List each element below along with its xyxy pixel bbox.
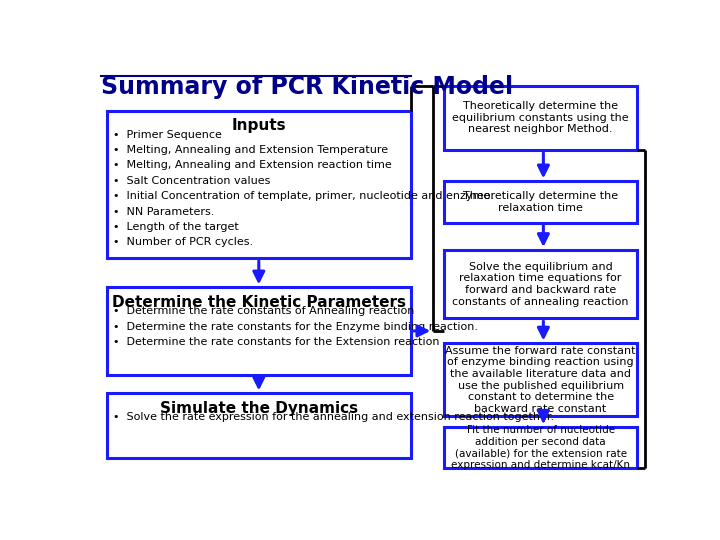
Text: •  Salt Concentration values: • Salt Concentration values	[114, 176, 271, 186]
FancyBboxPatch shape	[444, 181, 637, 223]
FancyBboxPatch shape	[107, 393, 411, 458]
Text: Solve the equilibrium and
relaxation time equations for
forward and backward rat: Solve the equilibrium and relaxation tim…	[452, 262, 629, 307]
Text: Simulate the Dynamics: Simulate the Dynamics	[160, 401, 358, 416]
FancyBboxPatch shape	[444, 427, 637, 468]
Text: Determine the Kinetic Parameters: Determine the Kinetic Parameters	[112, 295, 406, 310]
Text: •  Initial Concentration of template, primer, nucleotide and enzyme.: • Initial Concentration of template, pri…	[114, 191, 495, 201]
Text: •  Determine the rate constants of Annealing reaction: • Determine the rate constants of Anneal…	[114, 306, 415, 316]
FancyBboxPatch shape	[107, 287, 411, 375]
FancyBboxPatch shape	[444, 250, 637, 319]
FancyBboxPatch shape	[107, 111, 411, 258]
Text: Inputs: Inputs	[232, 118, 286, 133]
FancyBboxPatch shape	[444, 85, 637, 150]
Text: •  Determine the rate constants for the Extension reaction: • Determine the rate constants for the E…	[114, 337, 440, 347]
Text: •  Solve the rate expression for the annealing and extension reaction together.: • Solve the rate expression for the anne…	[114, 413, 554, 422]
Text: •  Melting, Annealing and Extension reaction time: • Melting, Annealing and Extension react…	[114, 160, 392, 171]
Text: Theoretically determine the
equilibrium constants using the
nearest neighbor Met: Theoretically determine the equilibrium …	[452, 101, 629, 134]
Text: •  Melting, Annealing and Extension Temperature: • Melting, Annealing and Extension Tempe…	[114, 145, 389, 155]
Text: Assume the forward rate constant
of enzyme binding reaction using
the available : Assume the forward rate constant of enzy…	[446, 346, 636, 414]
Text: •  Number of PCR cycles.: • Number of PCR cycles.	[114, 238, 253, 247]
FancyBboxPatch shape	[444, 343, 637, 416]
Text: Fit the number of nucleotide
addition per second data
(available) for the extens: Fit the number of nucleotide addition pe…	[451, 425, 630, 470]
Text: •  NN Parameters.: • NN Parameters.	[114, 207, 215, 217]
Text: •  Primer Sequence: • Primer Sequence	[114, 130, 222, 140]
Text: •  Length of the target: • Length of the target	[114, 222, 239, 232]
Text: •  Determine the rate constants for the Enzyme binding reaction.: • Determine the rate constants for the E…	[114, 322, 478, 332]
Text: Summary of PCR Kinetic Model: Summary of PCR Kinetic Model	[101, 75, 513, 99]
Text: Theoretically determine the
relaxation time: Theoretically determine the relaxation t…	[463, 191, 618, 213]
